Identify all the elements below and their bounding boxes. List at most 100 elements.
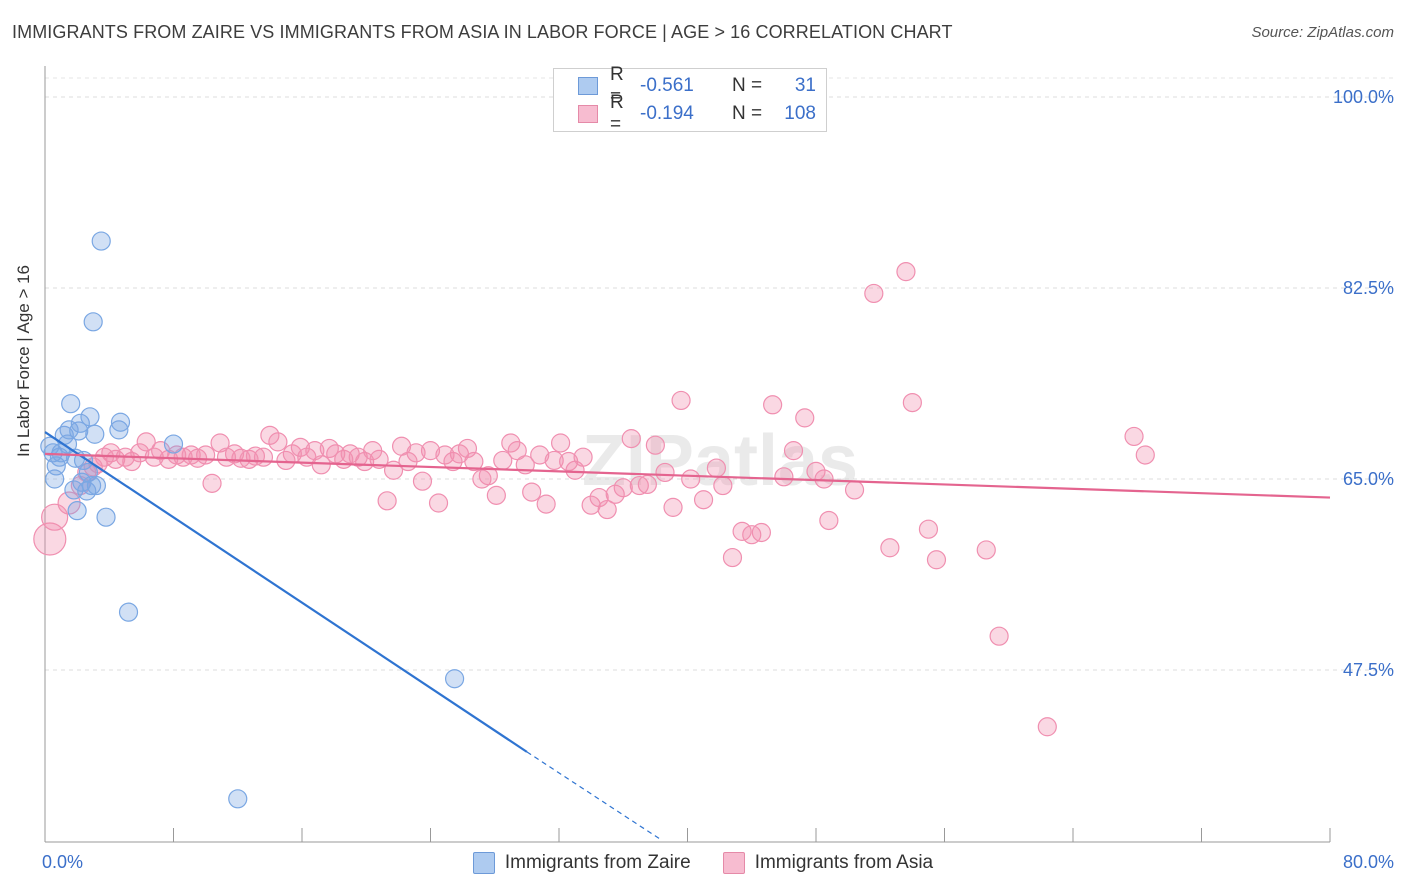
point-asia <box>173 447 193 467</box>
point-zaire <box>85 424 105 444</box>
point-asia <box>522 482 542 502</box>
series-swatch-asia <box>722 852 745 874</box>
watermark: ZIPatlas <box>582 421 858 501</box>
point-asia <box>613 478 633 498</box>
point-asia <box>369 449 389 469</box>
point-asia <box>544 450 564 471</box>
point-asia <box>260 425 280 445</box>
point-zaire <box>163 434 184 454</box>
point-asia <box>844 480 865 500</box>
point-asia <box>305 441 325 461</box>
point-asia <box>605 484 625 504</box>
data-points <box>33 231 1155 809</box>
y-tick-label: 65.0% <box>1342 469 1394 489</box>
point-zaire <box>67 501 87 521</box>
point-asia <box>412 471 433 491</box>
point-asia <box>774 467 794 487</box>
point-zaire <box>109 420 129 440</box>
stats-legend: R = -0.561 N = 31 R = -0.194 N = 108 <box>553 64 827 135</box>
series-label-zaire: Immigrants from Zaire <box>504 852 691 873</box>
point-asia <box>311 455 331 475</box>
point-asia <box>253 447 274 467</box>
point-asia <box>464 451 484 472</box>
point-asia <box>1124 426 1144 447</box>
legend-r-label: R = <box>610 92 624 135</box>
point-asia <box>435 445 455 465</box>
point-asia <box>377 491 397 511</box>
legend-n-value: 108 <box>784 103 816 124</box>
point-asia <box>795 408 815 428</box>
point-asia <box>864 283 884 304</box>
point-asia <box>926 550 947 570</box>
series-label-asia: Immigrants from Asia <box>754 852 934 873</box>
point-asia <box>896 262 916 282</box>
point-asia <box>597 499 617 520</box>
y-tick-label: 47.5% <box>1342 660 1394 680</box>
point-asia <box>573 447 593 467</box>
point-asia <box>268 432 288 452</box>
y-axis-label: In Labor Force | Age > 16 <box>14 264 33 457</box>
point-asia <box>751 522 771 543</box>
point-asia <box>819 510 839 531</box>
y-tick-label: 82.5% <box>1342 278 1394 298</box>
point-zaire <box>59 420 79 440</box>
point-zaire <box>61 394 81 414</box>
point-asia <box>443 451 463 472</box>
point-asia <box>581 495 601 515</box>
legend-row-asia: R = -0.194 N = 108 <box>578 92 816 135</box>
point-asia <box>637 474 657 495</box>
point-zaire <box>110 412 131 432</box>
point-asia <box>645 435 665 455</box>
point-zaire <box>118 602 139 622</box>
point-zaire <box>70 413 90 433</box>
legend-n-label: N = <box>732 75 763 96</box>
point-zaire <box>83 312 103 332</box>
point-asia <box>486 485 506 505</box>
legend-n-value: 31 <box>794 75 816 96</box>
point-asia <box>231 448 251 468</box>
legend-swatch-asia <box>578 105 598 123</box>
point-asia <box>989 626 1009 646</box>
point-asia <box>428 493 449 513</box>
point-asia <box>663 497 683 517</box>
legend-r-value: -0.194 <box>640 103 694 124</box>
trend-line-zaire <box>44 431 528 753</box>
point-asia <box>355 451 375 472</box>
series-legend-asia: Immigrants from Asia <box>722 852 934 874</box>
point-asia <box>210 433 230 453</box>
point-zaire <box>80 407 100 427</box>
point-asia <box>763 395 783 415</box>
point-asia <box>1037 717 1057 737</box>
point-zaire <box>86 475 107 496</box>
point-asia <box>722 547 743 568</box>
point-asia <box>976 540 996 560</box>
point-zaire <box>228 789 248 809</box>
chart-title: IMMIGRANTS FROM ZAIRE VS IMMIGRANTS FROM… <box>12 22 953 42</box>
series-swatch-zaire <box>472 852 495 874</box>
point-asia <box>202 473 222 493</box>
trend-lines <box>44 431 1331 840</box>
trend-line-zaire-extension <box>526 751 661 840</box>
point-asia <box>530 445 550 465</box>
point-asia <box>880 538 900 558</box>
point-asia <box>629 475 649 496</box>
point-asia <box>290 437 310 457</box>
point-asia <box>814 469 834 489</box>
legend-r-value: -0.561 <box>640 75 694 96</box>
legend-n-label: N = <box>732 103 763 124</box>
point-asia <box>902 393 922 413</box>
point-zaire <box>91 231 111 251</box>
series-legend: Immigrants from Zaire Immigrants from As… <box>0 852 1406 874</box>
point-asia <box>406 443 426 463</box>
legend-r-label: R = <box>610 64 624 107</box>
point-zaire <box>96 507 116 527</box>
point-asia <box>420 441 441 461</box>
series-legend-zaire: Immigrants from Zaire <box>472 852 691 874</box>
y-tick-label: 100.0% <box>1332 87 1394 107</box>
point-asia <box>536 494 556 514</box>
point-asia <box>1135 445 1155 465</box>
point-asia <box>478 466 498 486</box>
point-asia <box>713 475 733 496</box>
point-asia <box>33 522 67 556</box>
